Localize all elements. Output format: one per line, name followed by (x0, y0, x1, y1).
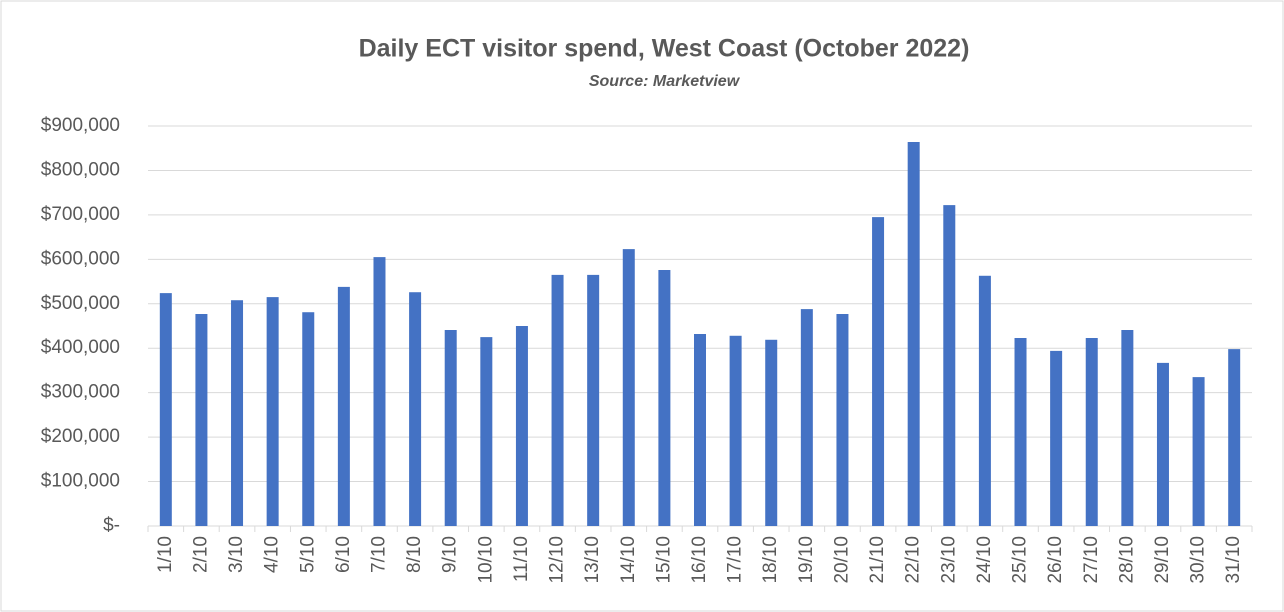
y-tick-label: $700,000 (41, 204, 120, 225)
bar (551, 274, 564, 526)
bar (907, 142, 920, 526)
y-tick-label: $500,000 (41, 293, 120, 314)
x-tick-label: 8/10 (404, 536, 425, 573)
bar (729, 335, 742, 526)
x-tick-label: 20/10 (831, 536, 852, 584)
bar (765, 339, 778, 526)
bar (872, 217, 885, 526)
x-tick-label: 9/10 (440, 536, 461, 573)
x-tick-label: 10/10 (475, 536, 496, 584)
bar (409, 292, 422, 526)
bar (159, 293, 172, 526)
bar (694, 334, 706, 526)
x-tick-label: 22/10 (903, 536, 924, 584)
x-tick-label: 26/10 (1045, 536, 1066, 584)
bar (658, 270, 671, 526)
bar (622, 249, 635, 526)
bar (373, 257, 386, 526)
x-tick-label: 29/10 (1152, 536, 1173, 584)
bar (1121, 330, 1134, 526)
x-tick-label: 17/10 (725, 536, 746, 584)
x-tick-label: 4/10 (262, 536, 283, 573)
x-tick-label: 25/10 (1010, 536, 1031, 584)
y-tick-label: $200,000 (41, 426, 120, 447)
x-tick-label: 31/10 (1223, 536, 1244, 584)
x-tick-label: 7/10 (368, 536, 389, 573)
y-tick-label: $600,000 (41, 248, 120, 269)
x-tick-label: 30/10 (1188, 536, 1209, 584)
x-tick-label: 16/10 (689, 536, 710, 584)
bar (480, 337, 493, 526)
chart-subtitle: Source: Marketview (589, 73, 741, 90)
bar (943, 205, 956, 526)
x-tick-label: 18/10 (760, 536, 781, 584)
y-tick-label: $800,000 (41, 159, 120, 180)
x-tick-label: 27/10 (1081, 536, 1102, 584)
y-tick-label: $100,000 (41, 471, 120, 492)
bar (195, 314, 208, 526)
x-tick-label: 13/10 (582, 536, 603, 584)
y-tick-label: $900,000 (41, 115, 120, 136)
x-tick-label: 19/10 (796, 536, 817, 584)
x-tick-label: 1/10 (155, 536, 176, 573)
x-tick-label: 23/10 (938, 536, 959, 584)
bar (444, 330, 457, 526)
bar (515, 326, 528, 526)
y-tick-label: $400,000 (41, 337, 120, 358)
bar (302, 312, 315, 526)
bar (836, 314, 849, 526)
x-tick-label: 3/10 (226, 536, 247, 573)
bar (587, 274, 600, 526)
bar (1228, 349, 1241, 526)
bar (1014, 338, 1027, 526)
bar (978, 275, 991, 526)
bar (1156, 362, 1169, 526)
chart-title: Daily ECT visitor spend, West Coast (Oct… (359, 35, 970, 63)
x-tick-label: 5/10 (297, 536, 318, 573)
x-tick-label: 11/10 (511, 536, 532, 582)
x-tick-label: 6/10 (333, 536, 354, 573)
x-tick-label: 2/10 (190, 536, 211, 573)
bar (337, 286, 350, 526)
y-tick-label: $- (103, 515, 120, 536)
bar (231, 300, 244, 526)
bar (266, 297, 279, 526)
x-tick-label: 12/10 (547, 536, 568, 584)
x-tick-label: 21/10 (867, 536, 888, 584)
x-tick-label: 24/10 (974, 536, 995, 584)
bar (1085, 338, 1098, 526)
x-tick-label: 14/10 (618, 536, 639, 584)
bar (800, 309, 813, 526)
y-tick-label: $300,000 (41, 382, 120, 403)
x-tick-label: 28/10 (1116, 536, 1137, 584)
bar (1050, 350, 1063, 526)
x-tick-label: 15/10 (653, 536, 674, 584)
bar (1192, 377, 1205, 526)
